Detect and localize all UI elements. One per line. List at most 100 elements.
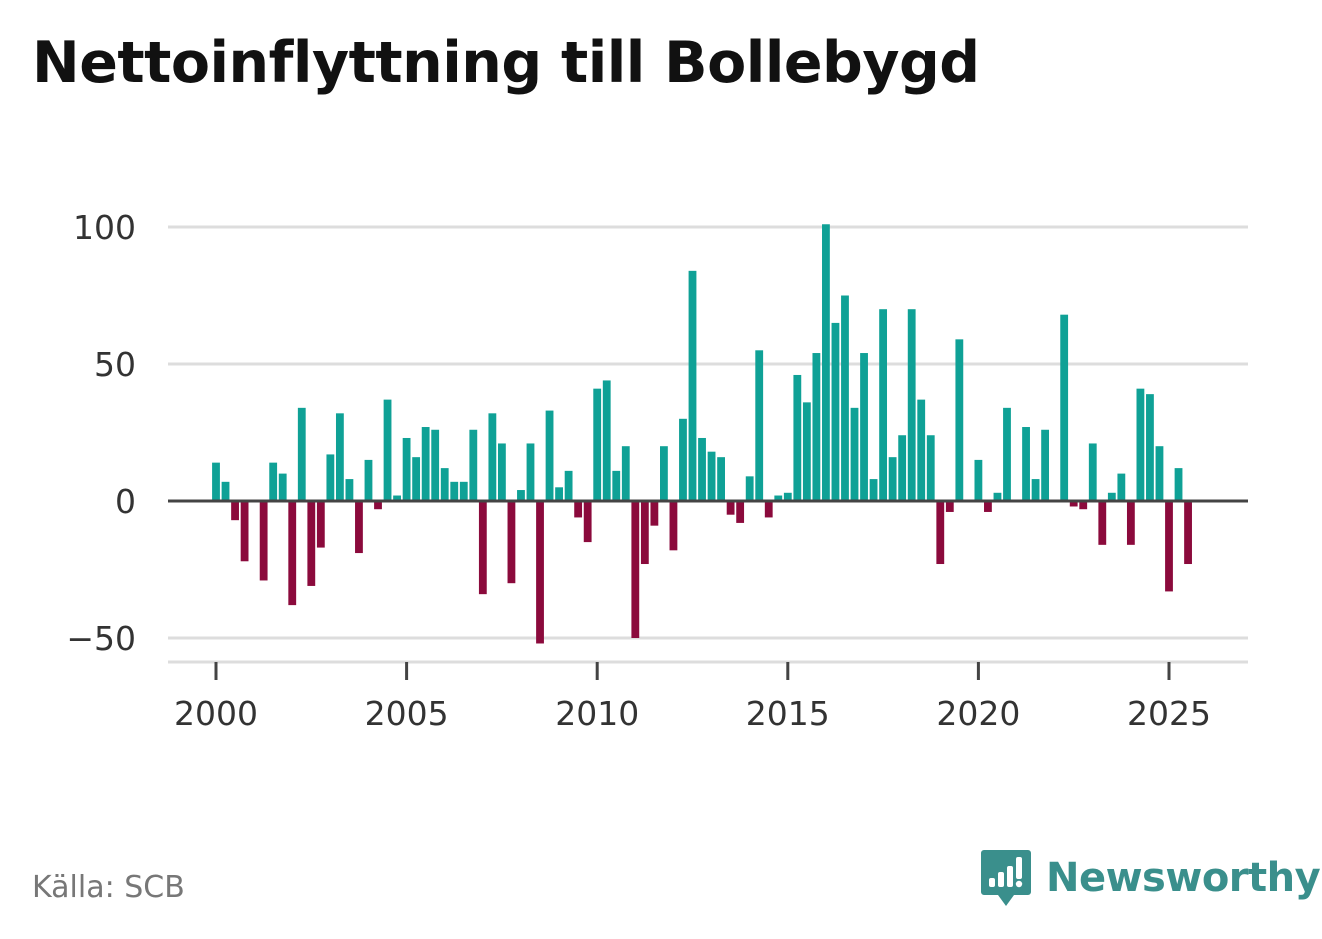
bar-positive	[269, 462, 278, 501]
bar-positive	[802, 402, 811, 501]
bar-positive	[1155, 446, 1164, 501]
bars-layer	[212, 224, 1192, 644]
bar-positive	[1022, 427, 1030, 501]
bar-positive	[869, 479, 878, 501]
bar-positive	[621, 446, 630, 501]
bar-positive	[1117, 473, 1126, 501]
bar-positive	[412, 457, 421, 501]
bar-positive	[888, 457, 897, 501]
bar-positive	[898, 435, 907, 501]
bar-positive	[364, 459, 373, 501]
bar-negative	[764, 501, 773, 518]
x-tick-label: 2000	[174, 694, 258, 733]
bar-negative	[355, 501, 363, 554]
chart-title: Nettoinflyttning till Bollebygd	[32, 30, 980, 96]
bar-positive	[831, 322, 840, 501]
bar-positive	[793, 374, 802, 501]
bar-positive	[469, 429, 478, 501]
bar-positive	[278, 473, 287, 501]
bar-positive	[593, 388, 602, 501]
bar-positive	[1174, 468, 1183, 501]
bar-negative	[984, 501, 992, 512]
bar-positive	[822, 224, 830, 501]
bar-positive	[421, 427, 430, 501]
bar-negative	[231, 501, 239, 521]
x-tick-label: 2015	[746, 694, 830, 733]
bar-positive	[545, 410, 554, 501]
bar-negative	[288, 501, 297, 606]
bar-positive	[297, 407, 306, 501]
bar-negative	[945, 501, 954, 512]
bar-positive	[1031, 479, 1040, 501]
y-tick-label: 0	[115, 482, 136, 521]
bar-positive	[383, 399, 392, 501]
bar-negative	[936, 501, 945, 565]
bar-negative	[478, 501, 487, 595]
bar-positive	[1003, 407, 1011, 501]
bar-positive	[431, 429, 440, 501]
bar-positive	[1146, 394, 1154, 501]
bar-negative	[240, 501, 249, 562]
bar-positive	[879, 309, 888, 501]
x-tick-label: 2020	[936, 694, 1020, 733]
bar-negative	[631, 501, 640, 638]
bar-positive	[745, 476, 754, 501]
bar-positive	[917, 399, 926, 501]
bar-negative	[536, 501, 544, 644]
x-tick-label: 2010	[555, 694, 639, 733]
brand-logo: Newsworthy	[980, 848, 1321, 908]
bar-positive	[517, 490, 525, 501]
bar-positive	[1088, 443, 1097, 501]
bar-positive	[926, 435, 935, 501]
bar-negative	[1079, 501, 1088, 510]
bar-negative	[726, 501, 735, 515]
source-label: Källa: SCB	[32, 870, 185, 905]
bar-negative	[507, 501, 516, 584]
bar-negative	[574, 501, 583, 518]
bar-negative	[1165, 501, 1173, 592]
bar-negative	[583, 501, 592, 543]
bar-positive	[955, 339, 964, 501]
bar-positive	[555, 487, 563, 501]
bar-positive	[1041, 429, 1050, 501]
bar-positive	[660, 446, 668, 501]
bar-positive	[335, 413, 344, 501]
bar-negative	[736, 501, 745, 523]
bar-negative	[307, 501, 316, 586]
bar-negative	[316, 501, 325, 548]
x-tick-label: 2005	[365, 694, 449, 733]
bar-positive	[326, 454, 335, 501]
bar-negative	[650, 501, 659, 526]
bar-positive	[841, 295, 849, 501]
bar-positive	[907, 309, 916, 501]
bar-positive	[755, 350, 764, 501]
bar-negative	[1069, 501, 1078, 507]
bar-positive	[698, 437, 706, 501]
bar-positive	[459, 481, 468, 501]
bar-positive	[564, 470, 573, 501]
y-tick-label: 50	[94, 345, 136, 384]
bar-positive	[993, 492, 1002, 501]
y-tick-label: 100	[73, 208, 136, 247]
brand-name: Newsworthy	[1046, 855, 1321, 901]
bar-positive	[221, 481, 230, 501]
bar-positive	[345, 479, 354, 501]
y-tick-label: −50	[66, 619, 136, 658]
bar-negative	[259, 501, 268, 581]
bar-positive	[402, 437, 411, 501]
bar-positive	[450, 481, 459, 501]
bar-negative	[640, 501, 649, 565]
bar-positive	[1107, 492, 1116, 501]
bar-positive	[860, 353, 868, 501]
bar-positive	[497, 443, 506, 501]
bar-positive	[440, 468, 449, 501]
newsworthy-logo-icon	[981, 850, 1031, 906]
bar-positive	[783, 492, 792, 501]
bar-positive	[717, 457, 725, 501]
bar-positive	[774, 495, 783, 501]
bar-positive	[974, 459, 983, 501]
x-tick-label: 2025	[1127, 694, 1211, 733]
bar-positive	[1060, 314, 1069, 501]
bar-positive	[1136, 388, 1145, 501]
bar-positive	[488, 413, 497, 501]
